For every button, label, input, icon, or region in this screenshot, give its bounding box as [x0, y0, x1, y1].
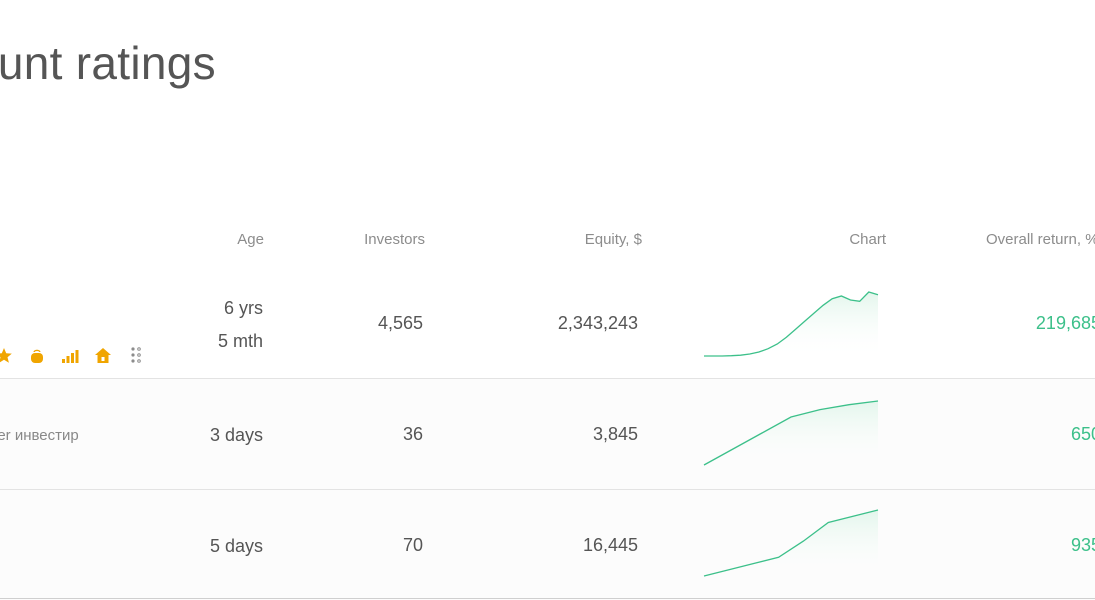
overall-return-cell: 650 [1070, 424, 1095, 444]
equity-cell: 2,343,243 [557, 313, 638, 333]
age-cell: 6 yrs 5 mth [218, 292, 263, 358]
table-row[interactable]: ler инвестир 3 days 36 3,845 650 [0, 379, 1095, 489]
age-years: 6 yrs [223, 298, 263, 318]
header-equity[interactable]: Equity, $ [584, 231, 642, 248]
investors-cell: 70 [402, 535, 423, 555]
more-dots-icon[interactable] [126, 346, 146, 366]
header-overall-return[interactable]: Overall return, % [986, 231, 1095, 248]
overall-return-cell: 935 [1070, 535, 1095, 555]
equity-cell: 3,845 [592, 424, 638, 444]
sparkline-chart [703, 400, 879, 467]
home-icon [93, 346, 113, 366]
table-row[interactable]: 6 yrs 5 mth 4,565 2,343,243 219,685 [0, 278, 1095, 378]
page-title: ount ratings [0, 37, 216, 89]
age-months: 5 mth [217, 331, 263, 351]
sparkline-area [704, 510, 878, 578]
row-divider [0, 378, 1095, 379]
sparkline-line [704, 291, 879, 357]
account-name[interactable]: ler инвестир [0, 427, 79, 444]
equity-cell: 16,445 [582, 535, 638, 555]
investors-cell: 4,565 [377, 313, 423, 333]
sparkline-area [704, 401, 878, 467]
kettlebell-icon [27, 346, 47, 366]
header-investors[interactable]: Investors [364, 231, 425, 248]
header-chart: Chart [849, 231, 886, 248]
investors-cell: 36 [402, 424, 423, 444]
sparkline-area [704, 292, 878, 358]
sparkline-line [703, 400, 879, 466]
signal-bars-icon [60, 346, 80, 366]
table-row[interactable]: 5 days 70 16,445 935 [0, 490, 1095, 600]
age-cell: 3 days [209, 425, 263, 445]
header-age[interactable]: Age [237, 231, 264, 248]
sparkline-chart [704, 291, 879, 358]
account-badges [0, 346, 159, 366]
sparkline-chart [703, 509, 879, 578]
star-icon [0, 346, 14, 366]
row-divider [0, 598, 1095, 599]
row-divider [0, 489, 1095, 490]
age-cell: 5 days [209, 536, 263, 556]
overall-return-cell: 219,685 [1035, 313, 1095, 333]
sparkline-line [703, 509, 879, 577]
